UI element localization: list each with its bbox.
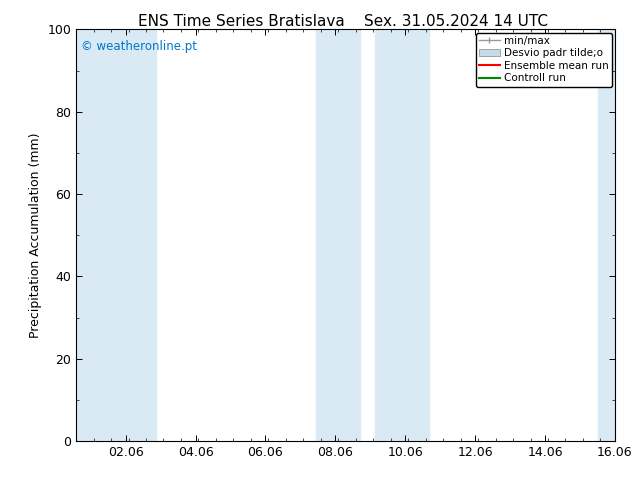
Bar <box>316 29 360 441</box>
Y-axis label: Precipitation Accumulation (mm): Precipitation Accumulation (mm) <box>29 132 42 338</box>
Text: © weatheronline.pt: © weatheronline.pt <box>81 40 197 53</box>
Text: ENS Time Series Bratislava: ENS Time Series Bratislava <box>138 14 344 29</box>
Bar <box>375 29 429 441</box>
Text: Sex. 31.05.2024 14 UTC: Sex. 31.05.2024 14 UTC <box>365 14 548 29</box>
Legend: min/max, Desvio padr tilde;o, Ensemble mean run, Controll run: min/max, Desvio padr tilde;o, Ensemble m… <box>476 32 612 87</box>
Bar <box>76 29 156 441</box>
Bar <box>597 29 634 441</box>
